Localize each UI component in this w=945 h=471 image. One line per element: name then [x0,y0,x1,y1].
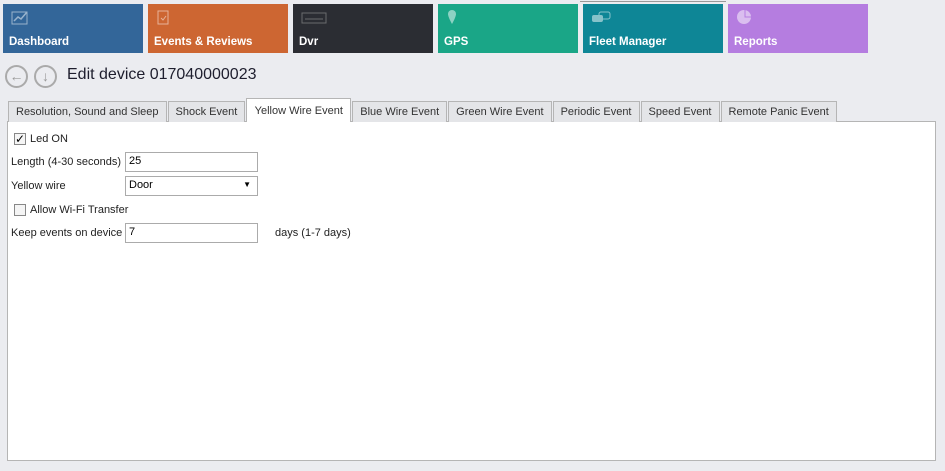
keep-events-input[interactable]: 7 [125,223,258,243]
tile-reports[interactable]: Reports [728,4,868,53]
wifi-transfer-checkbox[interactable] [14,204,26,216]
down-button[interactable]: ↓ [34,65,57,88]
yellow-wire-value: Door [129,179,153,191]
tile-label: GPS [444,36,469,48]
cars-icon [592,11,611,22]
tile-fleet-manager[interactable]: Fleet Manager [583,4,723,53]
map-pin-icon [448,10,456,24]
wifi-transfer-label: Allow Wi-Fi Transfer [30,204,129,216]
selected-tile-indicator [580,1,726,2]
chart-trend-icon [11,11,28,25]
tile-label: Dvr [299,36,319,48]
tab-green-wire-event[interactable]: Green Wire Event [448,101,552,122]
tab-panel [7,121,936,461]
tile-events-reviews[interactable]: Events & Reviews [148,4,288,53]
tab-blue-wire-event[interactable]: Blue Wire Event [352,101,448,122]
arrow-left-icon: ← [9,68,24,84]
length-label: Length (4-30 seconds) [11,156,122,168]
dropdown-arrow-icon: ▼ [243,180,251,189]
tile-label: Fleet Manager [589,36,667,48]
dvr-device-icon [301,12,327,24]
yellow-wire-label: Yellow wire [11,180,66,192]
arrow-down-icon: ↓ [42,68,49,84]
tile-label: Dashboard [9,36,70,48]
tile-dvr[interactable]: Dvr [293,4,433,53]
back-button[interactable]: ← [5,65,28,88]
led-on-label: Led ON [30,133,68,145]
pie-chart-icon [737,10,752,24]
tab-resolution[interactable]: Resolution, Sound and Sleep [8,101,167,122]
tile-label: Reports [734,36,778,48]
page-title: Edit device 017040000023 [67,66,257,83]
led-on-checkbox[interactable]: ✓ [14,133,26,145]
clipboard-check-icon [157,10,169,25]
checkmark-icon: ✓ [15,132,26,146]
tile-gps[interactable]: GPS [438,4,578,53]
tab-remote-panic-event[interactable]: Remote Panic Event [720,101,837,122]
tile-dashboard[interactable]: Dashboard [3,4,143,53]
tab-speed-event[interactable]: Speed Event [640,101,720,122]
keep-events-suffix: days (1-7 days) [275,227,351,239]
length-input[interactable]: 25 [125,152,258,172]
tab-shock-event[interactable]: Shock Event [167,101,246,122]
tile-label: Events & Reviews [154,36,253,48]
tab-yellow-wire-event[interactable]: Yellow Wire Event [246,98,352,122]
tab-periodic-event[interactable]: Periodic Event [552,101,640,122]
yellow-wire-select[interactable]: Door ▼ [125,176,258,196]
keep-events-label: Keep events on device [11,227,123,239]
tab-bar: Resolution, Sound and Sleep Shock Event … [8,98,837,122]
